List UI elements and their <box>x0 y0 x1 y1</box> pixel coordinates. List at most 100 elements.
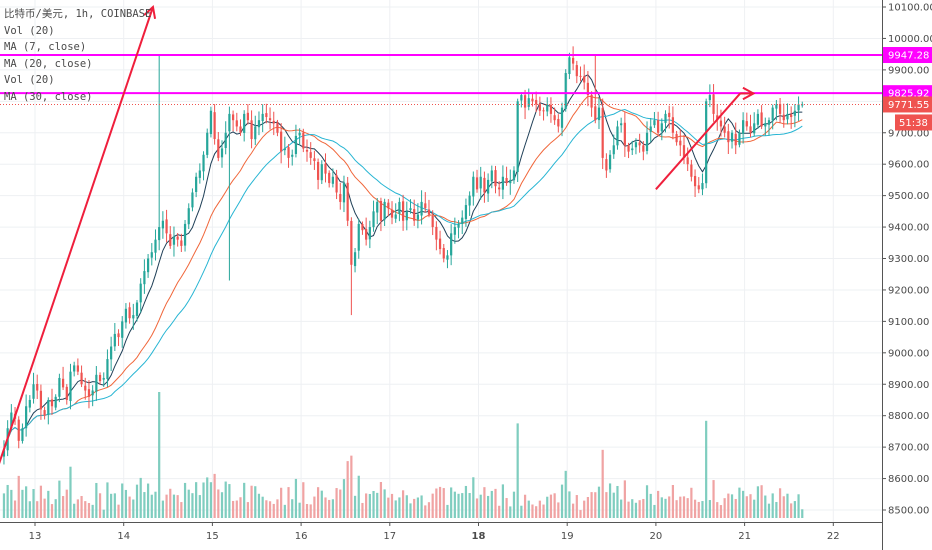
candle-body <box>187 208 190 225</box>
volume-bar <box>110 493 113 518</box>
volume-bar <box>291 499 294 518</box>
trendline[interactable] <box>0 6 154 475</box>
candle <box>642 141 645 161</box>
volume-bar <box>631 499 634 518</box>
candle <box>405 201 408 231</box>
time-axis: 13 14 15 16 17 18 19 20 21 22 <box>0 522 882 550</box>
legend-ma7[interactable]: MA (7, close) <box>4 41 87 53</box>
price-tick-label: 10100.00 <box>888 3 932 14</box>
time-tick-label: 22 <box>827 531 840 542</box>
candle <box>601 98 604 170</box>
candle <box>124 303 128 329</box>
volume-bar <box>509 506 512 518</box>
volume-bar <box>50 504 54 518</box>
last-price-tag[interactable] <box>883 96 932 113</box>
candle-body <box>298 132 301 136</box>
volume-bar <box>209 482 213 518</box>
trendline-arrowhead[interactable] <box>143 5 157 19</box>
candle-body <box>553 115 556 121</box>
candle <box>431 210 434 236</box>
volume-bar <box>353 495 357 518</box>
candle-body <box>121 321 124 338</box>
legend-volume[interactable]: Vol (20) <box>4 24 55 37</box>
volume-bar <box>117 504 120 518</box>
candle-body <box>102 377 105 380</box>
candle-body <box>538 103 541 111</box>
candle-body <box>549 104 553 114</box>
volume-bar <box>357 475 360 518</box>
candle-body <box>675 134 678 143</box>
candle <box>505 166 508 186</box>
candle <box>409 199 412 214</box>
volume-bar <box>187 489 190 518</box>
candle-body <box>376 201 379 213</box>
trendline-arrowhead[interactable] <box>742 86 756 101</box>
candle-body <box>335 175 338 193</box>
volume-bar <box>331 499 334 518</box>
candle <box>91 385 94 407</box>
candle-body <box>353 252 357 267</box>
candle <box>58 373 61 403</box>
candle <box>494 165 497 194</box>
candle <box>424 192 427 213</box>
volume-bar <box>531 504 534 518</box>
candle <box>65 384 68 405</box>
candle <box>594 54 597 124</box>
candle-body <box>464 205 468 220</box>
volume-bar <box>660 497 663 518</box>
volume-bar <box>730 494 734 518</box>
candle-body <box>17 419 20 441</box>
volume-bar <box>756 486 760 518</box>
candle <box>797 96 800 121</box>
volume-bar <box>594 492 597 518</box>
volume-bar <box>47 490 50 518</box>
legend-symbol[interactable]: 比特币/美元, 1h, COINBASE <box>4 8 152 20</box>
volume-bar <box>106 482 109 518</box>
volume-bar <box>383 489 386 518</box>
candle-body <box>69 371 72 402</box>
legend-volume-2[interactable]: Vol (20) <box>4 74 55 86</box>
candle-body <box>305 149 309 152</box>
candle <box>113 323 116 352</box>
candle <box>701 173 704 196</box>
candle-body <box>2 450 6 457</box>
hline-price-tag[interactable] <box>883 47 932 64</box>
volume-bar <box>778 488 782 518</box>
candle <box>291 149 294 166</box>
candle-body <box>590 94 593 108</box>
volume-bar <box>95 482 98 518</box>
legend-ma30[interactable]: MA (30, close) <box>4 90 93 103</box>
candle <box>2 440 6 465</box>
trendlines[interactable] <box>0 5 756 475</box>
volume-bar <box>601 449 604 518</box>
candle-body <box>383 201 386 220</box>
candle-body <box>368 227 371 240</box>
trendline[interactable] <box>655 92 741 190</box>
candle-body <box>775 104 778 109</box>
candle-body <box>738 132 741 145</box>
volume-bar <box>224 481 227 518</box>
volume-bar <box>161 500 164 518</box>
candle-body <box>302 132 305 149</box>
volume-bar <box>553 493 556 518</box>
candle-body <box>793 110 796 116</box>
last-price-label: 9771.55 <box>888 100 929 111</box>
horizontal-lines[interactable] <box>0 54 882 105</box>
candle <box>560 102 564 137</box>
candle <box>198 163 201 184</box>
candle-body <box>697 185 700 190</box>
volume-bar <box>623 480 626 518</box>
candle <box>73 361 76 377</box>
candle <box>272 111 275 136</box>
legend-ma20[interactable]: MA (20, close) <box>4 57 93 70</box>
candle-body <box>180 240 183 246</box>
time-tick-label: 15 <box>206 531 219 542</box>
hline-price-tag-label: 9825.92 <box>888 89 929 100</box>
price-tick-label: 9900.00 <box>888 65 929 76</box>
volume-bar <box>113 493 116 518</box>
candle <box>254 115 257 146</box>
volume-bar <box>790 503 793 518</box>
volume-bar <box>21 489 24 518</box>
volume-bar <box>690 487 693 518</box>
